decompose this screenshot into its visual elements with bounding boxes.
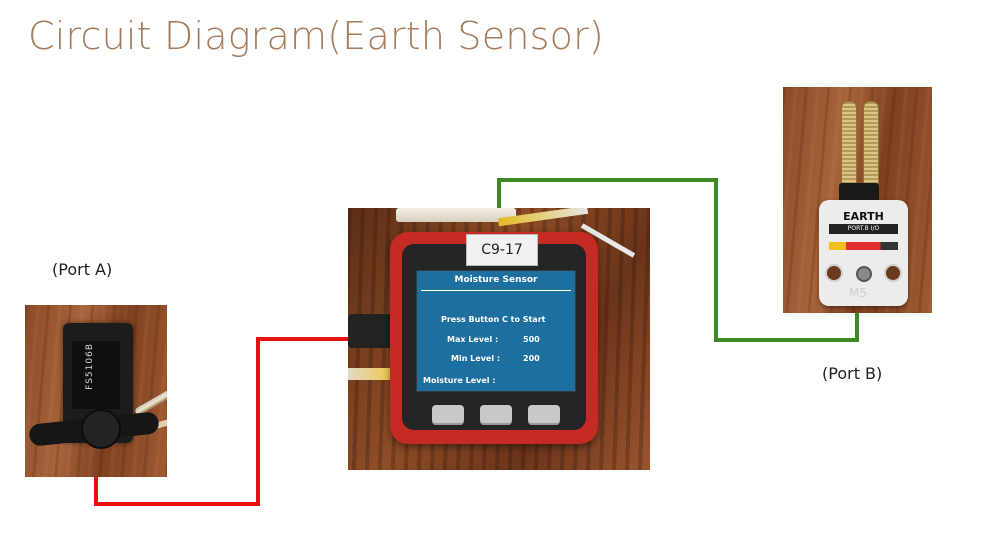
servo-hub xyxy=(81,409,121,449)
wire-port-b xyxy=(497,178,859,342)
screen-min-level-value: 200 xyxy=(523,354,540,363)
earth-sensor-photo: EARTH PORT.B I/O M5 xyxy=(783,87,932,313)
page-title: Circuit Diagram(Earth Sensor) xyxy=(28,14,604,58)
m5stack-device-photo: C9-17 Moisture Sensor Press Button C to … xyxy=(348,208,650,470)
mounting-hole-right xyxy=(884,264,902,282)
screen-instruction: Press Button C to Start xyxy=(441,315,546,324)
screen-min-level-label: Min Level : xyxy=(451,354,501,363)
earth-unit-pin-labels xyxy=(829,242,898,250)
earth-unit-port-text: PORT.B I/O xyxy=(829,224,898,234)
device-button-a xyxy=(432,405,464,425)
earth-unit-logo: M5 xyxy=(849,286,867,300)
servo-label-plate xyxy=(72,341,120,409)
device-screen: Moisture Sensor Press Button C to Start … xyxy=(416,270,576,392)
device-cable-left xyxy=(348,368,392,380)
device-cable-top xyxy=(396,208,516,222)
sensor-probe-base xyxy=(839,183,879,205)
screen-max-level-value: 500 xyxy=(523,335,540,344)
earth-unit-body: EARTH PORT.B I/O M5 xyxy=(819,200,908,306)
servo-model-text: FS5106B xyxy=(85,343,95,390)
wire-port-a xyxy=(94,337,350,506)
port-a-label: (Port A) xyxy=(52,260,113,279)
mounting-hole-left xyxy=(825,264,843,282)
device-button-c xyxy=(528,405,560,425)
device-plug-left xyxy=(348,314,394,348)
servo-motor-photo: FS5106B xyxy=(25,305,167,477)
screen-divider xyxy=(421,290,571,291)
device-sticker: C9-17 xyxy=(466,234,538,266)
device-button-b xyxy=(480,405,512,425)
screen-max-level-label: Max Level : xyxy=(447,335,499,344)
earth-unit-title: EARTH xyxy=(843,210,884,223)
screen-moisture-level-label: Moisture Level : xyxy=(423,376,496,385)
earth-unit-led xyxy=(856,266,872,282)
port-b-label: (Port B) xyxy=(822,364,883,383)
screen-title: Moisture Sensor xyxy=(454,275,538,285)
